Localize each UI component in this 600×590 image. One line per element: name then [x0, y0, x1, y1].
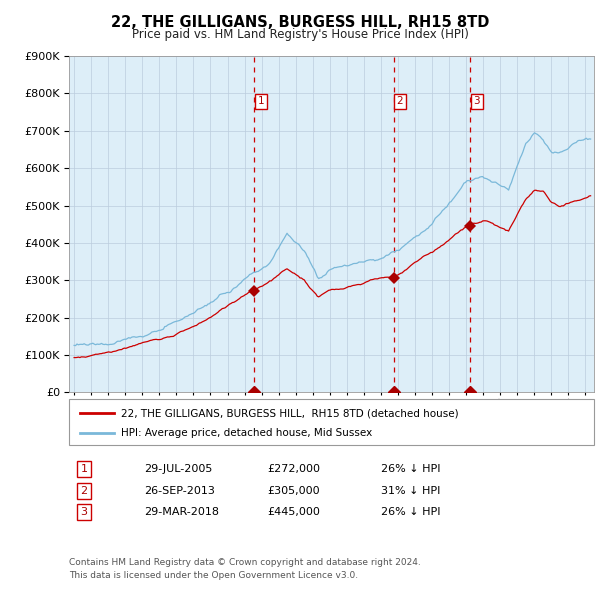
Text: This data is licensed under the Open Government Licence v3.0.: This data is licensed under the Open Gov…	[69, 571, 358, 580]
Text: 3: 3	[473, 96, 480, 106]
Text: 1: 1	[257, 96, 264, 106]
Text: 26% ↓ HPI: 26% ↓ HPI	[381, 507, 440, 517]
Text: 26-SEP-2013: 26-SEP-2013	[144, 486, 215, 496]
Text: 22, THE GILLIGANS, BURGESS HILL,  RH15 8TD (detached house): 22, THE GILLIGANS, BURGESS HILL, RH15 8T…	[121, 408, 459, 418]
Text: HPI: Average price, detached house, Mid Sussex: HPI: Average price, detached house, Mid …	[121, 428, 373, 438]
Text: £305,000: £305,000	[267, 486, 320, 496]
Text: 29-MAR-2018: 29-MAR-2018	[144, 507, 219, 517]
Text: 26% ↓ HPI: 26% ↓ HPI	[381, 464, 440, 474]
Text: 2: 2	[80, 486, 88, 496]
Text: 1: 1	[80, 464, 88, 474]
Text: Contains HM Land Registry data © Crown copyright and database right 2024.: Contains HM Land Registry data © Crown c…	[69, 558, 421, 566]
Text: 31% ↓ HPI: 31% ↓ HPI	[381, 486, 440, 496]
Text: 3: 3	[80, 507, 88, 517]
Text: £272,000: £272,000	[267, 464, 320, 474]
Text: 29-JUL-2005: 29-JUL-2005	[144, 464, 212, 474]
Text: £445,000: £445,000	[267, 507, 320, 517]
Text: 22, THE GILLIGANS, BURGESS HILL, RH15 8TD: 22, THE GILLIGANS, BURGESS HILL, RH15 8T…	[111, 15, 489, 30]
Text: Price paid vs. HM Land Registry's House Price Index (HPI): Price paid vs. HM Land Registry's House …	[131, 28, 469, 41]
Text: 2: 2	[397, 96, 403, 106]
